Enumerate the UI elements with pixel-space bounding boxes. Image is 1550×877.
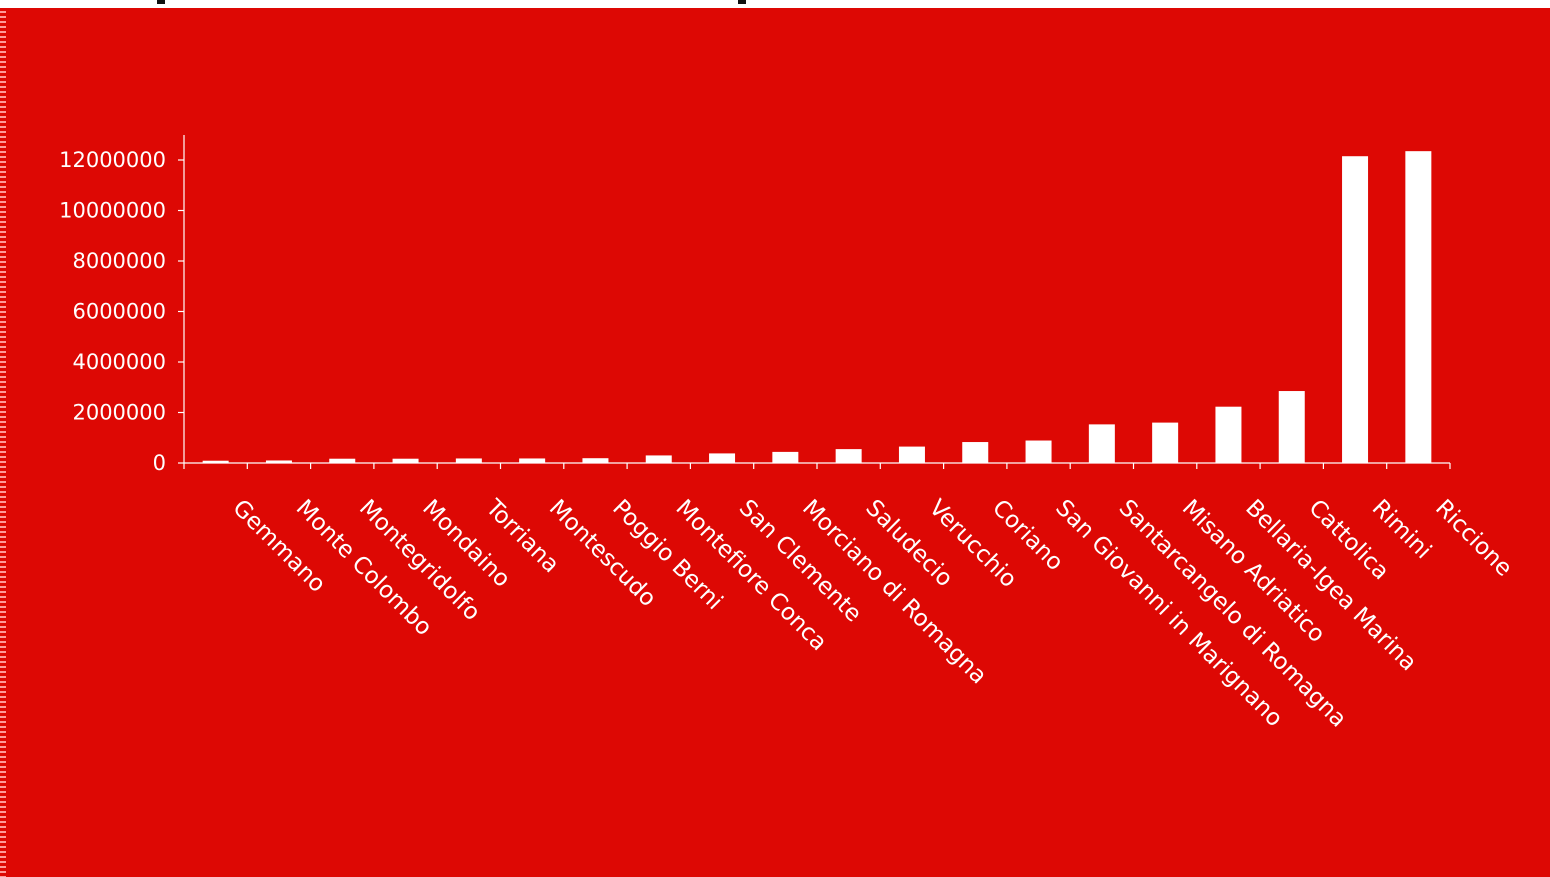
bar: [835, 449, 862, 463]
bar: [1342, 156, 1369, 463]
x-tick-label: Santarcangelo di Romagna: [1114, 495, 1352, 733]
y-tick-label: 4000000: [72, 350, 166, 374]
y-tick-label: 12000000: [59, 148, 166, 172]
bar: [962, 442, 989, 463]
bar: [265, 460, 292, 463]
y-tick-label: 10000000: [59, 199, 166, 223]
bar: [1405, 151, 1432, 463]
bar: [582, 458, 609, 463]
bar: [392, 458, 419, 463]
bar: [1025, 440, 1052, 463]
bar: [772, 451, 799, 463]
cropped-title-strip: [0, 0, 1550, 8]
left-border: [0, 8, 6, 877]
bar: [1152, 422, 1179, 463]
y-tick-label: 0: [153, 451, 166, 475]
x-tick-label: Riccione: [1430, 495, 1517, 582]
bar: [898, 446, 925, 463]
bar: [1215, 406, 1242, 463]
bar: [1088, 424, 1115, 463]
bar: [519, 458, 546, 463]
bar: [455, 458, 482, 463]
y-tick-label: 6000000: [72, 300, 166, 324]
bar: [1278, 391, 1305, 463]
bar: [202, 460, 229, 463]
y-tick-label: 8000000: [72, 249, 166, 273]
bar: [709, 453, 736, 463]
y-tick-label: 2000000: [72, 401, 166, 425]
bar: [645, 455, 672, 463]
x-tick-label: Poggio Berni: [607, 495, 727, 615]
bar: [329, 458, 356, 463]
